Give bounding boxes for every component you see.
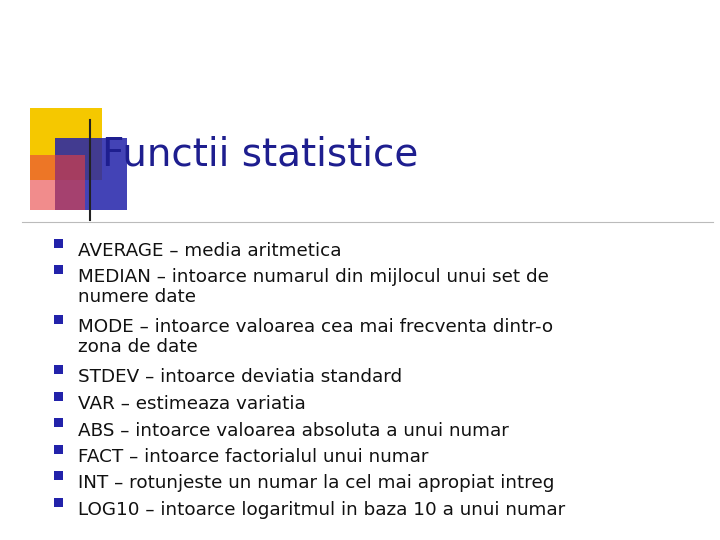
- Text: STDEV – intoarce deviatia standard: STDEV – intoarce deviatia standard: [78, 368, 402, 387]
- Bar: [55, 138, 127, 210]
- Bar: [53, 471, 63, 480]
- Text: VAR – estimeaza variatia: VAR – estimeaza variatia: [78, 395, 306, 413]
- Bar: [30, 108, 102, 180]
- Bar: [53, 418, 63, 427]
- Text: MEDIAN – intoarce numarul din mijlocul unui set de: MEDIAN – intoarce numarul din mijlocul u…: [78, 268, 549, 287]
- Text: INT – rotunjeste un numar la cel mai apropiat intreg: INT – rotunjeste un numar la cel mai apr…: [78, 475, 554, 492]
- Bar: [53, 265, 63, 274]
- Bar: [53, 239, 63, 247]
- Text: AVERAGE – media aritmetica: AVERAGE – media aritmetica: [78, 242, 341, 260]
- Bar: [53, 365, 63, 374]
- Text: ABS – intoarce valoarea absoluta a unui numar: ABS – intoarce valoarea absoluta a unui …: [78, 422, 509, 440]
- Text: MODE – intoarce valoarea cea mai frecventa dintr-o: MODE – intoarce valoarea cea mai frecven…: [78, 319, 553, 336]
- Bar: [53, 497, 63, 507]
- Text: LOG10 – intoarce logaritmul in baza 10 a unui numar: LOG10 – intoarce logaritmul in baza 10 a…: [78, 501, 565, 519]
- Text: FACT – intoarce factorialul unui numar: FACT – intoarce factorialul unui numar: [78, 448, 428, 466]
- Bar: [30, 155, 85, 210]
- Bar: [53, 315, 63, 324]
- Bar: [53, 392, 63, 401]
- Text: zona de date: zona de date: [78, 338, 198, 355]
- Text: numere date: numere date: [78, 287, 196, 306]
- Bar: [53, 444, 63, 454]
- Text: Functii statistice: Functii statistice: [102, 136, 418, 174]
